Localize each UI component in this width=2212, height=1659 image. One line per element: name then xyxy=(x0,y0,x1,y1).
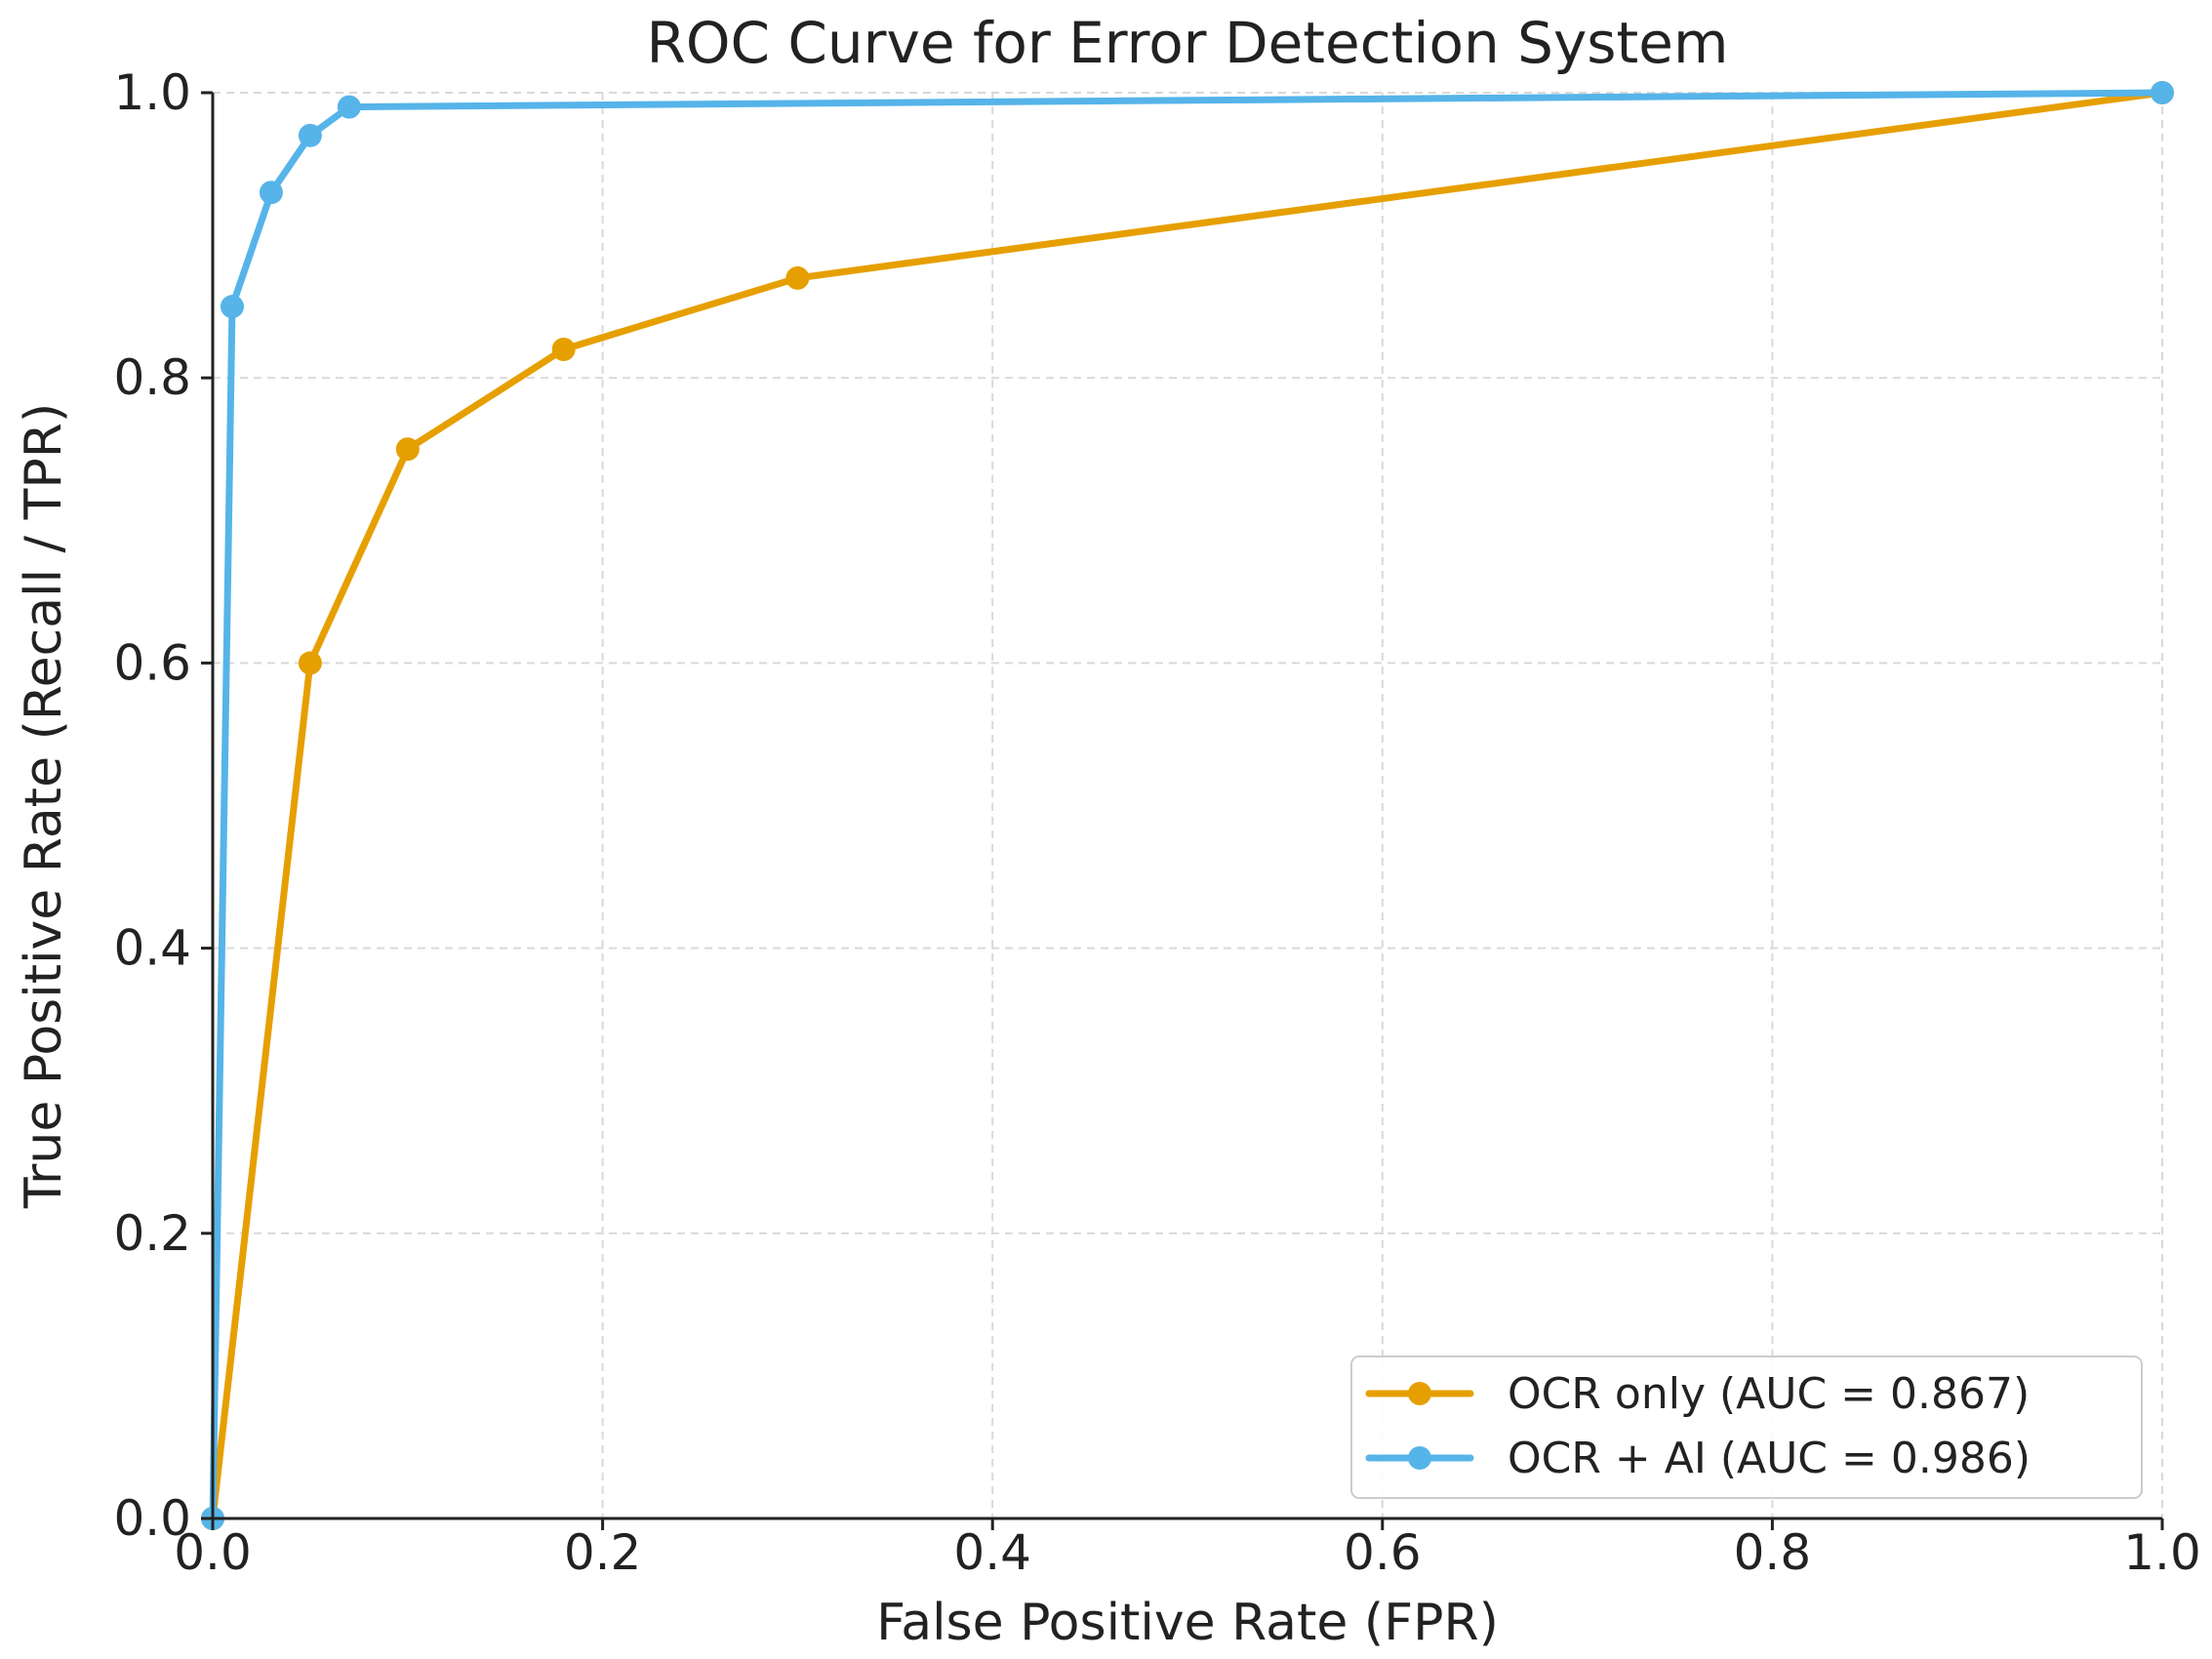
y-axis-label: True Positive Rate (Recall / TPR) xyxy=(15,403,73,1209)
legend-label: OCR + AI (AUC = 0.986) xyxy=(1508,1434,2031,1483)
legend-swatch-marker xyxy=(1408,1446,1431,1470)
data-point xyxy=(298,651,322,675)
series-line xyxy=(209,89,2166,1522)
y-tick-label: 0.4 xyxy=(113,920,191,977)
y-tick-label: 1.0 xyxy=(113,64,191,121)
legend-entry: OCR + AI (AUC = 0.986) xyxy=(1365,1434,2031,1483)
data-point xyxy=(259,181,283,205)
data-point xyxy=(551,337,576,361)
axes xyxy=(211,93,2162,1520)
x-tick-label: 1.0 xyxy=(2123,1524,2201,1581)
data-point xyxy=(785,265,810,290)
x-tick-label: 0.4 xyxy=(953,1524,1031,1581)
x-tick-label: 0.0 xyxy=(174,1524,252,1581)
data-point xyxy=(395,437,420,462)
ticks: 0.0 0.2 0.4 0.6 0.8 1.0 0.0 0.2 0.4 0.6 0.8 1.0 xyxy=(113,64,2200,1581)
grid xyxy=(213,92,2163,1518)
y-tick-label: 0.0 xyxy=(113,1490,191,1547)
legend-label: OCR only (AUC = 0.867) xyxy=(1508,1369,2030,1419)
legend-entry: OCR only (AUC = 0.867) xyxy=(1365,1369,2030,1419)
y-tick-label: 0.8 xyxy=(113,349,191,406)
data-point xyxy=(220,295,244,319)
legend-swatch-marker xyxy=(1408,1382,1431,1405)
y-tick-label: 0.2 xyxy=(113,1205,191,1262)
x-tick-label: 0.8 xyxy=(1734,1524,1812,1581)
data-point xyxy=(298,123,322,147)
legend-entries: OCR only (AUC = 0.867) OCR + AI (AUC = 0.… xyxy=(1365,1369,2031,1483)
data-point xyxy=(2151,81,2174,104)
data-point xyxy=(337,95,361,119)
legend: OCR only (AUC = 0.867) OCR + AI (AUC = 0.… xyxy=(1350,1356,2143,1499)
x-tick-label: 0.2 xyxy=(564,1524,642,1581)
x-tick-label: 0.6 xyxy=(1344,1524,1422,1581)
legend-box xyxy=(1350,1356,2143,1499)
series-layer xyxy=(201,81,2174,1530)
series-line xyxy=(209,89,2166,1522)
chart-title: ROC Curve for Error Detection System xyxy=(647,10,1729,76)
y-tick-label: 0.6 xyxy=(113,634,191,691)
x-axis-label: False Positive Rate (FPR) xyxy=(876,1594,1499,1652)
